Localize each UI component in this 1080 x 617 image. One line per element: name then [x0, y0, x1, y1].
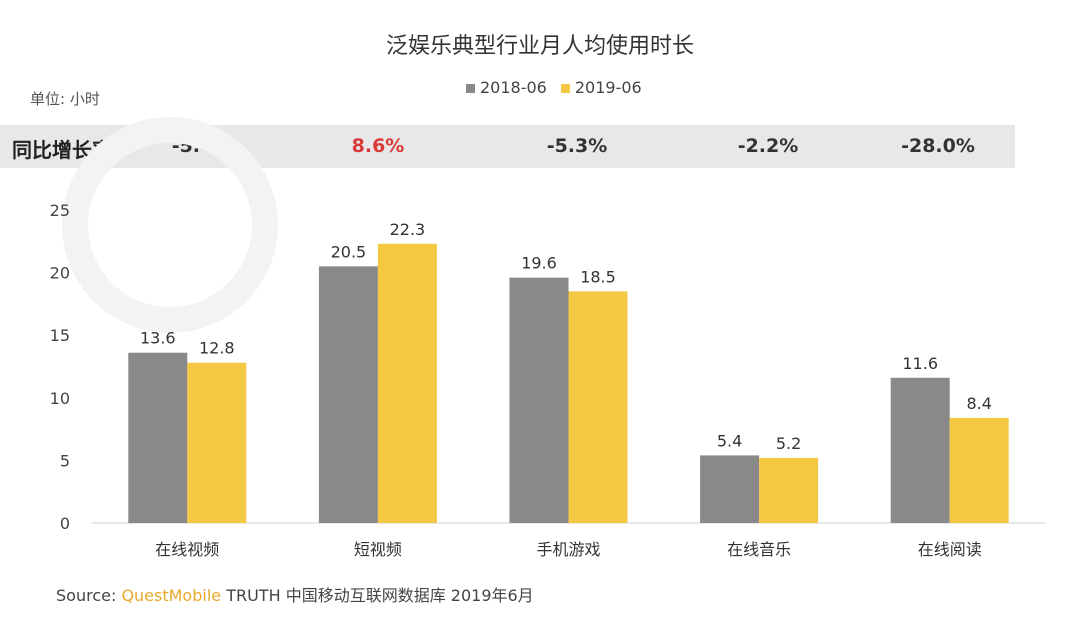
source-prefix: Source:	[56, 586, 117, 605]
growth-value: 8.6%	[351, 135, 405, 157]
data-label: 5.4	[717, 431, 742, 450]
bar-2019-06	[759, 457, 819, 523]
y-tick-label: 25	[50, 201, 70, 220]
x-tick-label: 在线音乐	[727, 540, 791, 559]
legend-item-2019: 2019-06	[560, 78, 642, 97]
data-label: 5.2	[776, 434, 801, 453]
bar-2018-06	[890, 377, 950, 523]
data-label: 13.6	[140, 329, 176, 348]
legend-label: 2018-06	[480, 78, 547, 97]
data-label: 20.5	[331, 242, 367, 261]
x-tick-label: 在线视频	[155, 540, 219, 559]
legend-label: 2019-06	[574, 78, 642, 97]
legend-swatch	[560, 84, 570, 93]
x-tick-label: 手机游戏	[536, 540, 600, 559]
chart-title: 泛娱乐典型行业月人均使用时长	[385, 34, 694, 59]
growth-value: -5.3%	[546, 135, 608, 157]
source-brand: QuestMobile	[121, 586, 222, 605]
x-tick-label: 在线阅读	[918, 540, 982, 559]
bar-2018-06	[700, 455, 760, 523]
source-text: TRUTH 中国移动互联网数据库 2019年6月	[226, 586, 534, 605]
bar-2019-06	[568, 291, 628, 523]
data-label: 8.4	[966, 394, 991, 413]
bar-2019-06	[377, 243, 437, 523]
growth-value: -2.2%	[737, 135, 799, 157]
legend-item-2018: 2018-06	[466, 78, 547, 97]
y-tick-label: 5	[60, 451, 70, 470]
bar-2019-06	[949, 417, 1009, 523]
bar-2018-06	[128, 352, 188, 523]
y-tick-label: 10	[50, 389, 70, 408]
bar-2019-06	[187, 362, 247, 523]
y-tick-label: 15	[50, 326, 70, 345]
y-tick-label: 20	[50, 264, 70, 283]
data-label: 11.6	[902, 354, 938, 373]
bar-2018-06	[509, 277, 569, 523]
data-label: 18.5	[580, 267, 616, 286]
legend-swatch	[466, 84, 475, 93]
data-label: 22.3	[390, 220, 426, 239]
data-label: 19.6	[521, 254, 557, 273]
watermark-logo	[62, 117, 278, 333]
y-tick-label: 0	[60, 514, 70, 533]
x-tick-label: 短视频	[354, 540, 402, 559]
unit-label: 单位: 小时	[30, 90, 100, 108]
growth-value: -28.0%	[901, 135, 975, 157]
data-label: 12.8	[199, 339, 235, 358]
bar-2018-06	[318, 266, 378, 523]
source-note: Source: QuestMobile TRUTH 中国移动互联网数据库 201…	[56, 582, 534, 606]
legend: 2018-06 2019-06	[466, 78, 642, 97]
